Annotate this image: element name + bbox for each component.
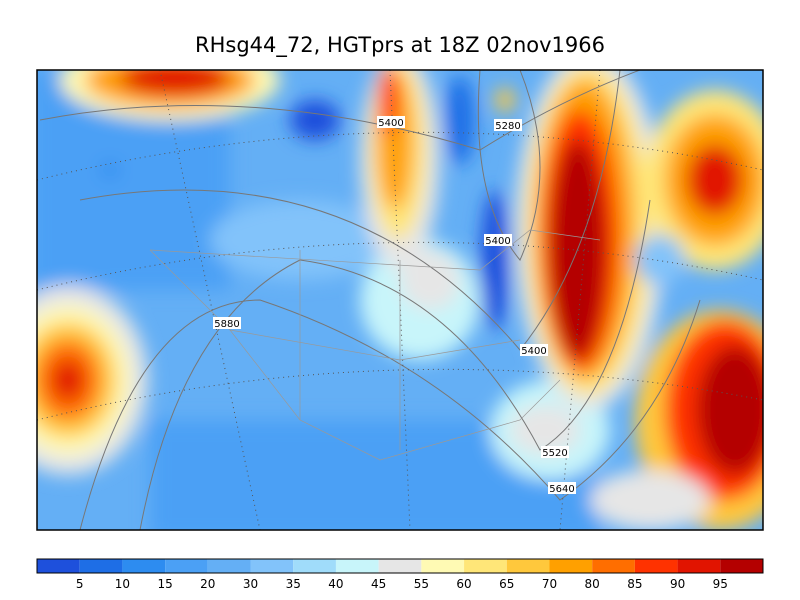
colorbar-swatch <box>122 559 166 573</box>
colorbar-swatch <box>207 559 251 573</box>
contour-labels: 5400 5280 5400 5400 5880 5520 5640 <box>213 116 576 495</box>
colorbar-tick-label: 80 <box>585 577 600 591</box>
map-frame <box>36 69 764 531</box>
contour-label: 5880 <box>214 319 239 330</box>
colorbar-swatch <box>250 559 294 573</box>
contour-label-box <box>541 446 569 458</box>
colorbar-tick-label: 35 <box>286 577 301 591</box>
colorbar-tick-label: 65 <box>499 577 514 591</box>
contour-label: 5280 <box>495 121 520 132</box>
colorbar-tick-label: 20 <box>200 577 215 591</box>
colorbar-tick-label: 5 <box>76 577 84 591</box>
colorbar-swatch <box>464 559 507 573</box>
map <box>37 70 763 530</box>
colorbar-swatch <box>37 559 80 573</box>
colorbar-swatch <box>293 559 336 573</box>
colorbar-swatch <box>378 559 422 573</box>
colorbar-swatch <box>165 559 208 573</box>
contour-label-box <box>548 482 576 494</box>
contour-label: 5400 <box>378 118 403 129</box>
colorbar-swatch <box>506 559 550 573</box>
colorbar-swatch <box>421 559 465 573</box>
contour-label: 5640 <box>549 484 574 495</box>
contour-label-box <box>484 234 512 246</box>
colorbar-swatch <box>634 559 678 573</box>
colorbar-frame <box>36 558 764 574</box>
colorbar-swatch <box>549 559 593 573</box>
contour-label-box <box>213 317 241 329</box>
contour-label-box <box>520 344 548 356</box>
contour-label-box <box>377 116 405 128</box>
colorbar-tick-label: 85 <box>627 577 642 591</box>
borders <box>149 229 601 461</box>
colorbar-tick-label: 70 <box>542 577 557 591</box>
contour-label: 5400 <box>485 236 510 247</box>
contour-label-box <box>494 119 522 131</box>
colorbar-tick-label: 55 <box>414 577 429 591</box>
colorbar-tick-label: 45 <box>371 577 386 591</box>
colorbar: 5 10 15 20 30 35 40 45 55 60 65 70 80 85 90 95 <box>36 558 764 591</box>
colorbar-tick-label: 30 <box>243 577 258 591</box>
colorbar-tick-label: 40 <box>328 577 343 591</box>
title: RHsg44_72, HGTprs at 18Z 02nov1966 <box>195 33 605 58</box>
height-contours <box>39 70 701 530</box>
contour-label: 5520 <box>542 448 567 459</box>
colorbar-swatch <box>79 559 123 573</box>
colorbar-tick-label: 90 <box>670 577 685 591</box>
colorbar-tick-label: 60 <box>456 577 471 591</box>
contour-label: 5400 <box>521 346 546 357</box>
colorbar-swatch <box>335 559 379 573</box>
colorbar-tick-label: 15 <box>157 577 172 591</box>
colorbar-tick-label: 10 <box>115 577 130 591</box>
colorbar-tick-label: 95 <box>713 577 728 591</box>
colorbar-swatch <box>720 559 763 573</box>
colorbar-swatch <box>677 559 721 573</box>
colorbar-swatch <box>592 559 635 573</box>
